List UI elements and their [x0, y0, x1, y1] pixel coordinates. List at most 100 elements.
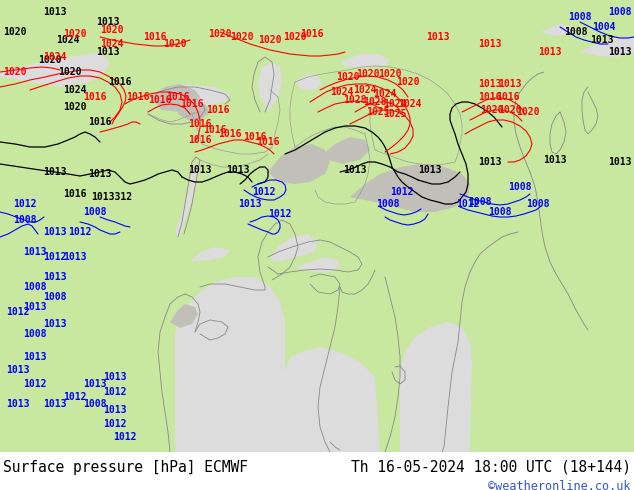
Text: 1012: 1012: [391, 187, 414, 197]
Text: 1013: 1013: [83, 379, 107, 389]
Text: 1008: 1008: [83, 207, 107, 217]
Text: 1016: 1016: [496, 92, 520, 102]
Polygon shape: [285, 347, 380, 452]
Text: 1012: 1012: [456, 199, 480, 209]
Text: 1016: 1016: [166, 92, 190, 102]
Text: 1008: 1008: [469, 197, 492, 207]
Text: 1012: 1012: [103, 419, 127, 429]
Text: 1024: 1024: [100, 39, 124, 49]
Text: 1013: 1013: [608, 47, 631, 57]
Text: 1013312: 1013312: [91, 192, 133, 202]
Text: 1016: 1016: [63, 189, 87, 199]
Text: 1012: 1012: [23, 379, 47, 389]
Text: 1008: 1008: [564, 27, 588, 37]
Text: 1020: 1020: [63, 102, 87, 112]
Text: 1016: 1016: [108, 77, 132, 87]
Polygon shape: [155, 84, 230, 107]
Polygon shape: [258, 62, 282, 112]
Text: 1016: 1016: [188, 135, 212, 145]
Text: 1016: 1016: [204, 125, 227, 135]
Text: 1020: 1020: [58, 67, 82, 77]
Text: 1013: 1013: [226, 165, 250, 175]
Text: 1016: 1016: [83, 92, 107, 102]
Polygon shape: [175, 277, 285, 452]
Text: 1016: 1016: [126, 92, 150, 102]
Text: 1016: 1016: [243, 132, 267, 142]
Text: 1016: 1016: [88, 117, 112, 127]
Polygon shape: [540, 24, 575, 36]
Text: 1028: 1028: [363, 97, 387, 107]
Text: 1013: 1013: [478, 79, 501, 89]
Polygon shape: [400, 322, 472, 452]
Text: 1013: 1013: [63, 252, 87, 262]
Text: 1013: 1013: [543, 155, 567, 165]
Text: 1008: 1008: [23, 329, 47, 339]
Text: 1012: 1012: [103, 387, 127, 397]
Text: 1016: 1016: [206, 105, 230, 115]
Text: 1013: 1013: [6, 365, 30, 375]
Text: 1013: 1013: [23, 352, 47, 362]
Text: 1013: 1013: [238, 199, 262, 209]
Text: 1008: 1008: [13, 215, 37, 225]
Text: 1013: 1013: [426, 32, 450, 42]
Text: 1012: 1012: [6, 307, 30, 317]
Text: 1012: 1012: [68, 227, 92, 237]
Text: 1016: 1016: [180, 99, 204, 109]
Text: 1013: 1013: [96, 17, 120, 27]
Text: 1013: 1013: [478, 39, 501, 49]
Text: 1013: 1013: [6, 399, 30, 409]
Text: Surface pressure [hPa] ECMWF: Surface pressure [hPa] ECMWF: [3, 460, 248, 475]
Polygon shape: [175, 162, 200, 237]
Polygon shape: [350, 164, 470, 212]
Text: 1020: 1020: [230, 32, 254, 42]
Text: 1020: 1020: [396, 77, 420, 87]
Text: 1008: 1008: [608, 7, 631, 17]
Text: 1012: 1012: [252, 187, 276, 197]
Text: 1008: 1008: [83, 399, 107, 409]
Text: 1013: 1013: [23, 302, 47, 312]
Polygon shape: [190, 247, 230, 262]
Text: 1012: 1012: [43, 252, 67, 262]
Text: 1008: 1008: [526, 199, 550, 209]
Text: 1020: 1020: [378, 69, 402, 79]
Text: 1013: 1013: [188, 165, 212, 175]
Text: 1013: 1013: [43, 272, 67, 282]
Text: 1025: 1025: [383, 109, 407, 119]
Text: 1024: 1024: [353, 85, 377, 95]
Text: 1013: 1013: [343, 165, 366, 175]
Text: 1016: 1016: [256, 137, 280, 147]
Text: 1013: 1013: [103, 405, 127, 415]
Text: 1008: 1008: [488, 207, 512, 217]
Text: 1020: 1020: [336, 72, 359, 82]
Text: 1025: 1025: [366, 107, 390, 117]
Polygon shape: [295, 257, 340, 272]
Text: 1013: 1013: [418, 165, 442, 175]
Polygon shape: [340, 54, 390, 68]
Text: 1028: 1028: [343, 95, 366, 105]
Text: 1020: 1020: [498, 105, 522, 115]
Text: 1012: 1012: [63, 392, 87, 402]
Text: 1012: 1012: [268, 209, 292, 219]
Text: 1013: 1013: [43, 7, 67, 17]
Text: 1024: 1024: [43, 52, 67, 62]
Text: 1020: 1020: [516, 107, 540, 117]
Text: 1013: 1013: [88, 169, 112, 179]
Text: 1020: 1020: [3, 27, 27, 37]
Text: 1020: 1020: [63, 29, 87, 39]
Text: ©weatheronline.co.uk: ©weatheronline.co.uk: [488, 480, 631, 490]
Text: 1020: 1020: [356, 69, 380, 79]
Text: 1020: 1020: [480, 105, 504, 115]
Text: 1013: 1013: [43, 319, 67, 329]
Text: 1013: 1013: [23, 247, 47, 257]
Text: 1024: 1024: [56, 35, 80, 45]
Text: 1012: 1012: [13, 199, 37, 209]
Text: 1016: 1016: [188, 119, 212, 129]
Text: 1016: 1016: [148, 95, 172, 105]
Text: 1020: 1020: [38, 55, 61, 65]
Text: 1024: 1024: [398, 99, 422, 109]
Text: 1024: 1024: [63, 85, 87, 95]
Text: 1004: 1004: [592, 22, 616, 32]
Text: 1020: 1020: [3, 67, 27, 77]
Polygon shape: [170, 304, 198, 328]
Text: 1013: 1013: [590, 35, 614, 45]
